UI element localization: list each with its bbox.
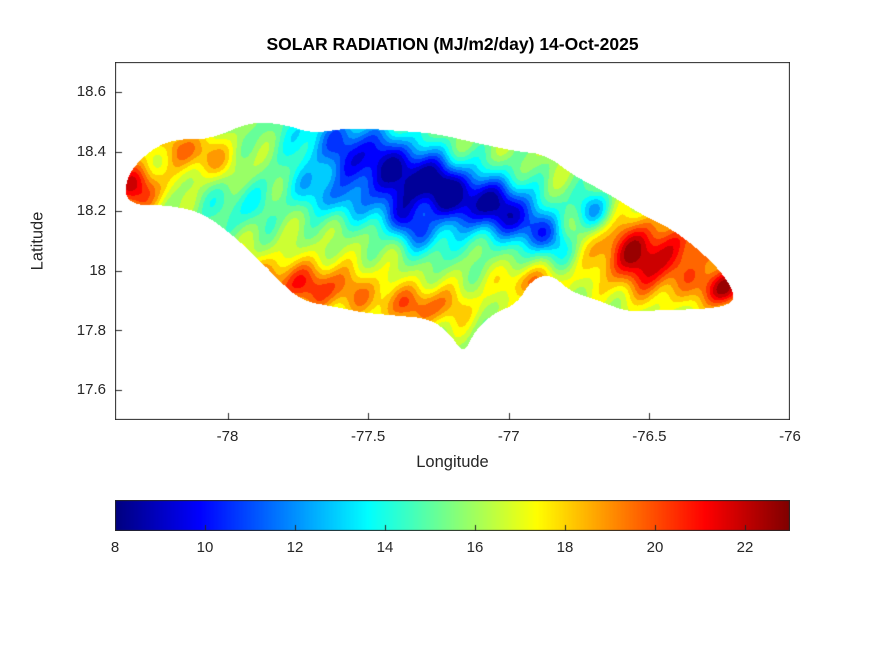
colorbar-tick-label: 18 [556,539,574,556]
y-axis-label: Latitude [28,211,47,271]
y-tick-label: 18 [89,261,106,279]
colorbar-tick-label: 12 [286,539,304,556]
x-tick-label: -77 [497,428,520,445]
y-tick-label: 18.6 [76,82,106,100]
colorbar [115,500,790,531]
colorbar-tick-label: 22 [736,539,754,556]
x-axis-label: Longitude [416,453,489,471]
x-tick-label: -76 [779,428,801,445]
y-tick-label: 18.4 [76,142,106,160]
y-tick-label: 18.2 [76,202,106,220]
colorbar-tick-label: 16 [466,539,484,556]
x-tick-label: -78 [216,428,239,445]
y-tick-label: 17.6 [76,381,106,399]
colorbar-tick-label: 10 [196,539,214,556]
y-tick-label: 17.8 [76,321,106,339]
chart-title: SOLAR RADIATION (MJ/m2/day) 14-Oct-2025 [266,34,639,54]
colorbar-tick-label: 8 [110,539,120,556]
colorbar-tick-label: 14 [376,539,394,556]
x-tick-label: -77.5 [351,428,386,445]
map-plot-canvas [115,62,790,420]
colorbar-tick-label: 20 [646,539,664,556]
x-tick-label: -76.5 [632,428,667,445]
